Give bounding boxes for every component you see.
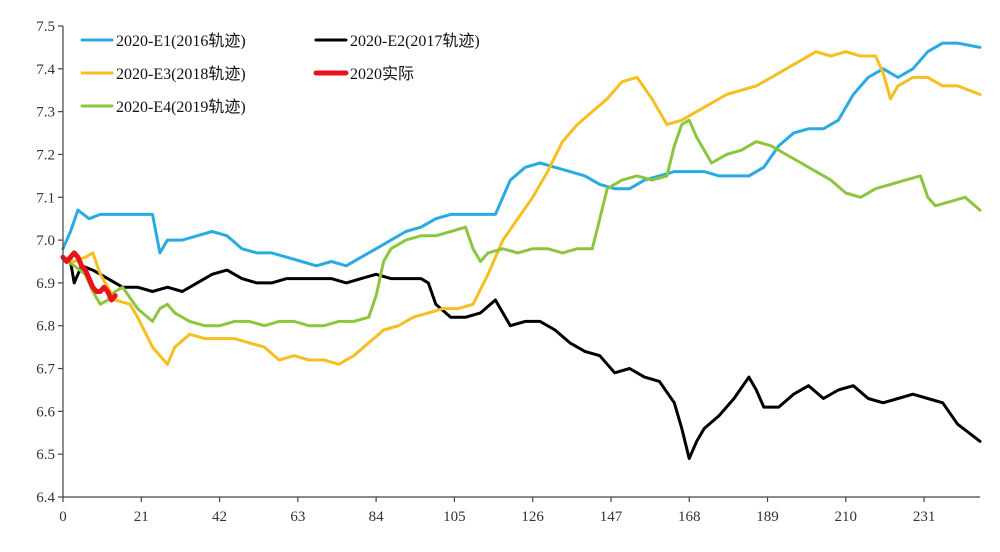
x-tick-label: 210 — [835, 509, 858, 525]
y-tick-label: 6.8 — [36, 319, 55, 335]
y-tick-label: 7.5 — [36, 19, 55, 35]
series-layer — [60, 41, 982, 460]
legend-item: 2020-E4(2019轨迹) — [80, 98, 246, 116]
x-tick-label: 63 — [290, 509, 305, 525]
series-line-actual — [60, 250, 118, 303]
axis-layer: 6.4 6.5 6.6 6.7 6.8 6.9 7.0 7.1 7.2 7.3 7.4 7.5 0 21 4… — [36, 19, 980, 525]
y-tick-label: 7.0 — [36, 233, 55, 249]
legend: 2020-E1(2016轨迹) 2020-E2(2017轨迹) 2020-E3(20… — [80, 32, 480, 116]
y-tick-label: 7.3 — [36, 105, 55, 121]
x-tick-label: 84 — [369, 509, 385, 525]
y-tick-label: 6.4 — [36, 490, 55, 506]
legend-item: 2020-E2(2017轨迹) — [314, 32, 480, 50]
legend-label: 2020-E4(2019轨迹) — [116, 98, 246, 116]
legend-label: 2020实际 — [350, 65, 414, 83]
x-tick-label: 231 — [913, 509, 936, 525]
x-tick-label: 126 — [521, 509, 544, 525]
legend-item: 2020实际 — [313, 65, 414, 83]
x-tick-label: 105 — [443, 509, 466, 525]
legend-label: 2020-E1(2016轨迹) — [116, 32, 246, 50]
legend-item: 2020-E3(2018轨迹) — [80, 65, 246, 83]
y-tick-label: 7.1 — [36, 190, 55, 206]
legend-label: 2020-E2(2017轨迹) — [350, 32, 480, 50]
x-tick-label: 189 — [756, 509, 779, 525]
y-tick-label: 6.5 — [36, 447, 55, 463]
y-tick-label: 6.6 — [36, 404, 55, 420]
x-tick-label: 168 — [678, 509, 701, 525]
x-tick-label: 147 — [600, 509, 623, 525]
series-line-e2 — [61, 255, 982, 460]
y-tick-label: 7.2 — [36, 147, 55, 163]
y-tick-label: 6.7 — [36, 362, 55, 378]
legend-item: 2020-E1(2016轨迹) — [80, 32, 246, 50]
x-tick-label: 21 — [134, 509, 149, 525]
x-tick-label: 42 — [212, 509, 227, 525]
y-tick-label: 7.4 — [36, 62, 55, 78]
y-tick-label: 6.9 — [36, 276, 55, 292]
x-tick-label: 0 — [59, 509, 67, 525]
series-line-e1 — [61, 41, 982, 268]
series-line-e3 — [61, 50, 982, 366]
legend-label: 2020-E3(2018轨迹) — [116, 65, 246, 83]
series-line-e4 — [61, 118, 982, 328]
